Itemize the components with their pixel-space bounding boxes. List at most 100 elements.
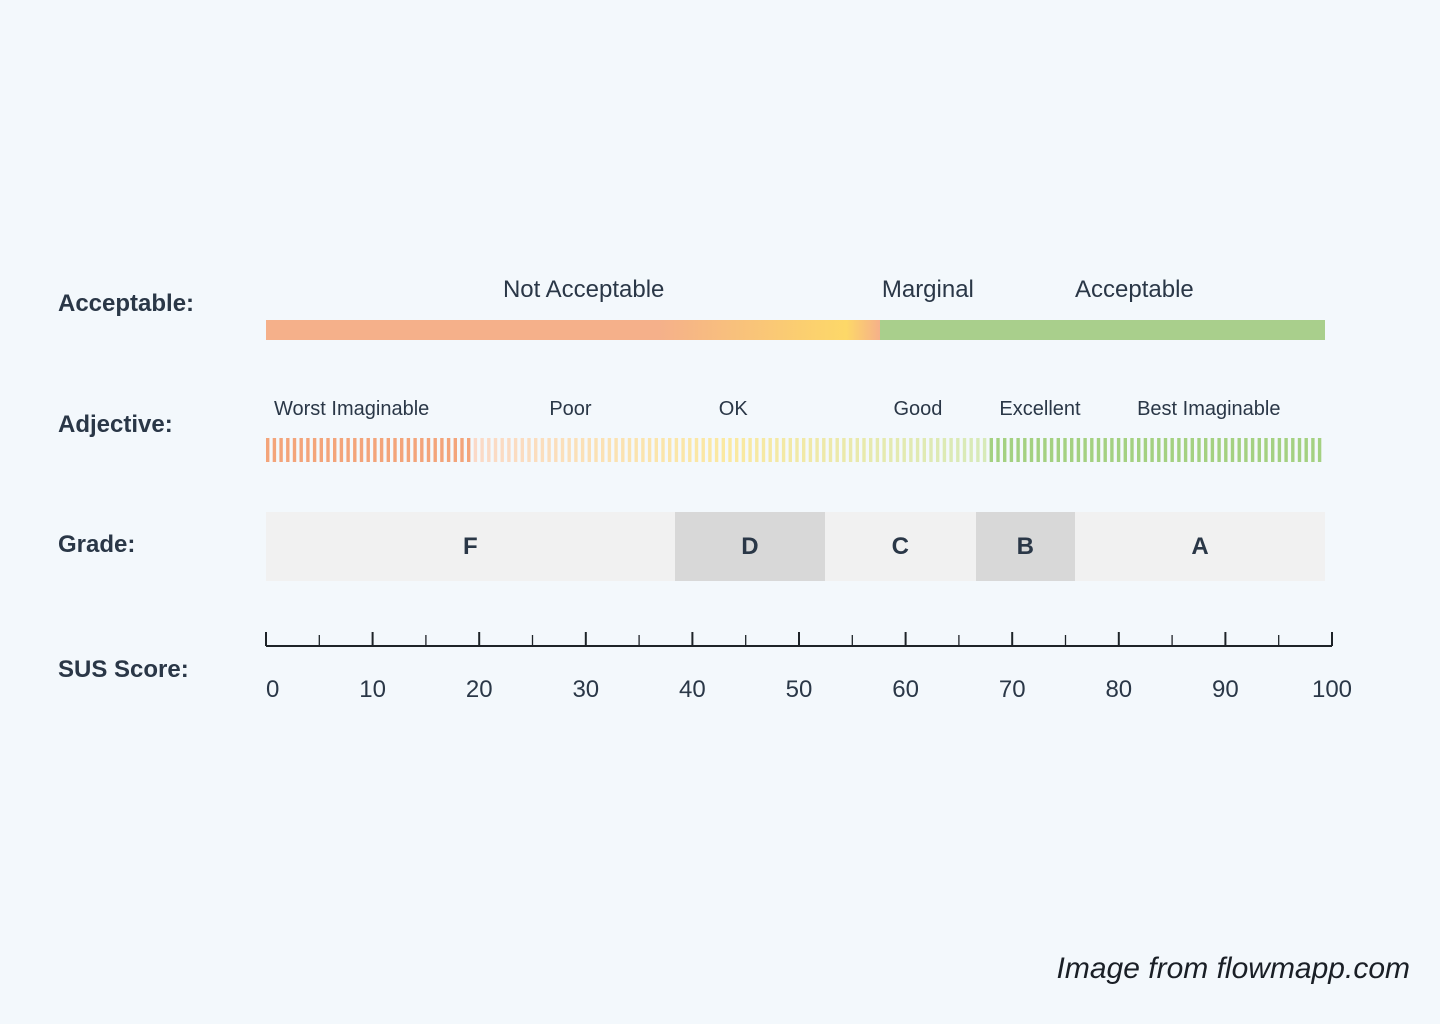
adjective-stripe	[621, 438, 625, 462]
adjective-stripe	[607, 438, 612, 462]
adjective-stripe	[688, 438, 692, 462]
adjective-stripe	[1143, 438, 1148, 462]
adjective-stripe	[721, 438, 725, 462]
adjective-stripe	[1264, 438, 1268, 462]
adjective-stripe	[473, 438, 478, 462]
tick-label-70: 70	[999, 676, 1026, 703]
adjective-stripe	[346, 438, 350, 462]
adjective-stripe	[976, 438, 980, 462]
tick-label-0: 0	[266, 676, 279, 703]
adjective-stripe	[547, 438, 551, 462]
adjective-stripe	[1311, 438, 1315, 462]
tick-label-50: 50	[786, 676, 813, 703]
adjective-stripe	[312, 438, 317, 462]
tick-label-30: 30	[572, 676, 599, 703]
adjective-row-label: Adjective:	[58, 411, 173, 438]
adjective-stripe	[922, 438, 926, 462]
adjective-best-imaginable: Best Imaginable	[1137, 398, 1281, 420]
adjective-stripe	[587, 438, 591, 462]
adjective-stripe	[386, 438, 390, 462]
adjective-stripe	[446, 438, 451, 462]
grade-cell-d: D	[674, 512, 826, 581]
zone-label-marginal: Marginal	[881, 276, 974, 303]
adjective-stripe	[286, 438, 290, 462]
tick-label-10: 10	[359, 676, 386, 703]
adjective-stripe	[1170, 438, 1174, 462]
grade-cell-a: A	[1075, 512, 1325, 581]
adjective-stripe	[366, 438, 370, 462]
adjective-poor: Poor	[549, 398, 592, 420]
adjective-stripe	[379, 438, 384, 462]
tick-label-40: 40	[679, 676, 706, 703]
adjective-stripe	[1096, 438, 1101, 462]
adjective-stripe	[956, 438, 960, 462]
adjective-stripe	[929, 438, 933, 462]
adjective-stripe	[1250, 438, 1255, 462]
adjective-stripe	[574, 438, 578, 462]
adjective-stripe	[942, 438, 947, 462]
adjective-stripe	[755, 438, 759, 462]
adjective-stripe	[266, 438, 270, 462]
adjective-stripe	[668, 438, 672, 462]
adjective-stripe	[540, 438, 545, 462]
adjective-stripe	[299, 438, 303, 462]
adjective-stripe	[828, 438, 833, 462]
adjective-stripe	[480, 438, 484, 462]
adjective-stripe	[1157, 438, 1161, 462]
adjective-stripe	[1103, 438, 1107, 462]
adjective-stripe	[714, 438, 719, 462]
adjective-stripe	[768, 438, 772, 462]
adjective-stripe	[1230, 438, 1235, 462]
adjective-stripe	[1183, 438, 1188, 462]
adjective-stripe	[353, 438, 357, 462]
grade-strip: F D C B A	[266, 512, 1325, 581]
acceptable-row-label: Acceptable:	[58, 290, 195, 317]
adjective-stripe	[527, 438, 531, 462]
adjective-stripe	[326, 438, 330, 462]
adjective-stripe	[1197, 438, 1201, 462]
adjective-stripe	[1291, 438, 1295, 462]
adjective-stripe	[654, 438, 658, 462]
adjective-stripe	[1284, 438, 1288, 462]
adjective-stripe	[426, 438, 431, 462]
adjective-stripe	[319, 438, 323, 462]
adjective-stripe	[333, 438, 337, 462]
adjective-stripe	[882, 438, 886, 462]
adjective-stripe	[708, 438, 712, 462]
axis-ticks	[265, 632, 1333, 646]
adjective-stripe	[1317, 438, 1322, 462]
adjective-stripe	[487, 438, 491, 462]
adjective-stripe	[493, 438, 498, 462]
adjective-stripe	[1277, 438, 1282, 462]
adjective-stripe	[1237, 438, 1241, 462]
adjective-stripe	[359, 438, 364, 462]
adjective-stripe	[989, 438, 993, 462]
adjective-stripe	[393, 438, 397, 462]
adjective-stripe	[306, 438, 310, 462]
adjective-stripe	[373, 438, 377, 462]
adjective-stripe	[1056, 438, 1060, 462]
adjective-stripe	[842, 438, 846, 462]
adjective-stripe	[902, 438, 906, 462]
adjective-stripe	[339, 438, 344, 462]
adjective-stripe	[460, 438, 464, 462]
adjective-stripe	[453, 438, 457, 462]
adjective-stripe	[1003, 438, 1007, 462]
adjective-stripe	[1116, 438, 1121, 462]
sus-score-axis: 0 10 20 30 40 50 60 70 80 90 100	[265, 632, 1352, 703]
adjective-stripe	[520, 438, 524, 462]
adjective-stripe	[1076, 438, 1081, 462]
grade-cell-b: B	[975, 512, 1076, 581]
adjective-stripe	[661, 438, 665, 462]
adjective-stripe	[1083, 438, 1087, 462]
tick-label-100: 100	[1312, 676, 1352, 703]
axis-tick-labels: 0 10 20 30 40 50 60 70 80 90 100	[266, 676, 1352, 703]
adjective-stripe	[875, 438, 880, 462]
adjective-stripe	[1063, 438, 1067, 462]
adjective-stripe	[862, 438, 866, 462]
adjective-stripe	[627, 438, 632, 462]
adjective-stripe	[513, 438, 518, 462]
adjective-stripe	[1049, 438, 1054, 462]
adjective-stripe	[1036, 438, 1040, 462]
adjective-stripe	[701, 438, 705, 462]
